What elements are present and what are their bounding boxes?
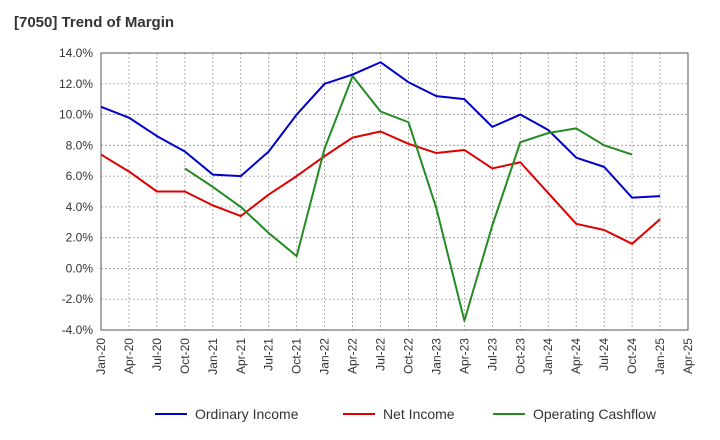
- y-tick-label: 0.0%: [66, 261, 94, 275]
- y-tick-label: -4.0%: [62, 323, 94, 337]
- series-line: [100, 61, 661, 199]
- x-tick-label: Apr-23: [457, 338, 471, 374]
- y-tick-label: 8.0%: [66, 138, 94, 152]
- legend-label: Net Income: [383, 406, 455, 422]
- x-tick-label: Apr-24: [569, 338, 583, 374]
- legend-label: Ordinary Income: [195, 406, 299, 422]
- series-lines: [100, 61, 661, 322]
- x-tick-label: Jan-22: [318, 338, 332, 375]
- plot-frame: [100, 52, 689, 331]
- y-tick-label: 10.0%: [59, 108, 93, 122]
- y-tick-label: 12.0%: [59, 77, 93, 91]
- x-tick-label: Jan-21: [206, 338, 220, 375]
- chart-title: [7050] Trend of Margin: [14, 14, 175, 31]
- x-tick-label: Jul-21: [262, 338, 276, 371]
- legend: Ordinary Income Net Income Operating Cashf…: [155, 406, 657, 422]
- axes: -4.0% -2.0% 0.0% 2.0% 4.0% 6.0% 8.0% 10.0% 12.0%…: [59, 46, 695, 375]
- x-tick-label: Jan-24: [541, 338, 555, 375]
- x-tick-label: Oct-22: [401, 338, 415, 374]
- x-tick-label: Oct-24: [625, 338, 639, 374]
- x-tick-label: Oct-20: [178, 338, 192, 374]
- x-tick-label: Apr-21: [234, 338, 248, 374]
- x-tick-label: Oct-21: [290, 338, 304, 374]
- x-tick-label: Jul-24: [597, 338, 611, 371]
- grid: [100, 52, 689, 331]
- x-tick-label: Apr-22: [346, 338, 360, 374]
- x-tick-label: Jan-23: [429, 338, 443, 375]
- series-line: [184, 75, 633, 322]
- x-tick-label: Jan-20: [94, 338, 108, 375]
- y-tick-label: 2.0%: [66, 231, 94, 245]
- y-tick-label: -2.0%: [62, 292, 94, 306]
- y-tick-label: 4.0%: [66, 200, 94, 214]
- x-tick-label: Jul-20: [150, 338, 164, 371]
- x-tick-label: Jan-25: [653, 338, 667, 375]
- x-tick-label: Jul-23: [485, 338, 499, 371]
- y-tick-label: 14.0%: [59, 46, 93, 60]
- x-tick-label: Apr-20: [122, 338, 136, 374]
- legend-label: Operating Cashflow: [533, 406, 657, 422]
- series-line: [100, 130, 661, 245]
- x-tick-label: Oct-23: [513, 338, 527, 374]
- x-tick-label: Jul-22: [374, 338, 388, 371]
- y-tick-label: 6.0%: [66, 169, 94, 183]
- x-tick-label: Apr-25: [681, 338, 695, 374]
